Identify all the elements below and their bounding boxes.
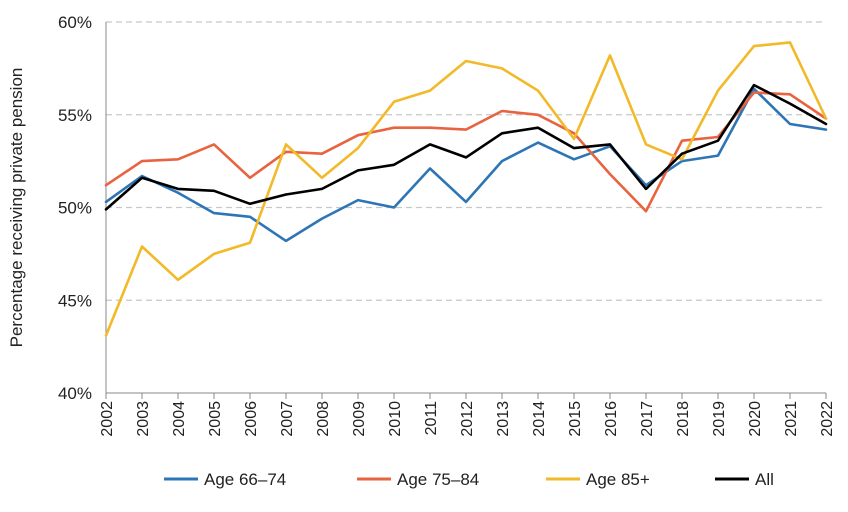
series-line-0 [104, 87, 828, 243]
series-line-2 [104, 41, 828, 337]
x-tick-label: 2003 [135, 401, 152, 437]
x-tick-label: 2021 [783, 401, 800, 437]
x-tick-label: 2007 [279, 401, 296, 437]
x-tick-label: 2018 [675, 401, 692, 437]
y-tick-label: 50% [58, 199, 92, 218]
x-tick-label: 2006 [243, 401, 260, 437]
x-tick-label: 2017 [639, 401, 656, 437]
x-tick-label: 2004 [171, 401, 188, 437]
y-tick-label: 55% [58, 106, 92, 125]
x-tick-label: 2015 [567, 401, 584, 437]
x-tick-label: 2014 [531, 401, 548, 437]
legend-label: All [755, 470, 774, 489]
legend-label: Age 75–84 [397, 470, 479, 489]
y-tick-label: 40% [58, 384, 92, 403]
x-tick-label: 2013 [495, 401, 512, 437]
x-tick-label: 2002 [99, 401, 116, 437]
x-tick-label: 2010 [387, 401, 404, 437]
legend-label: Age 85+ [586, 470, 650, 489]
series-line-1 [104, 91, 828, 213]
x-tick-label: 2012 [459, 401, 476, 437]
y-tick-label: 45% [58, 291, 92, 310]
y-axis-title: Percentage receiving private pension [7, 68, 26, 348]
x-tick-label: 2022 [819, 401, 836, 437]
y-tick-label: 60% [58, 13, 92, 32]
x-tick-label: 2008 [315, 401, 332, 437]
x-tick-label: 2005 [207, 401, 224, 437]
series-line-3 [104, 83, 828, 211]
x-tick-label: 2011 [423, 401, 440, 436]
x-tick-label: 2009 [351, 401, 368, 437]
x-tick-label: 2016 [603, 401, 620, 437]
x-tick-label: 2020 [747, 401, 764, 437]
x-tick-label: 2019 [711, 401, 728, 437]
legend-label: Age 66–74 [204, 470, 286, 489]
